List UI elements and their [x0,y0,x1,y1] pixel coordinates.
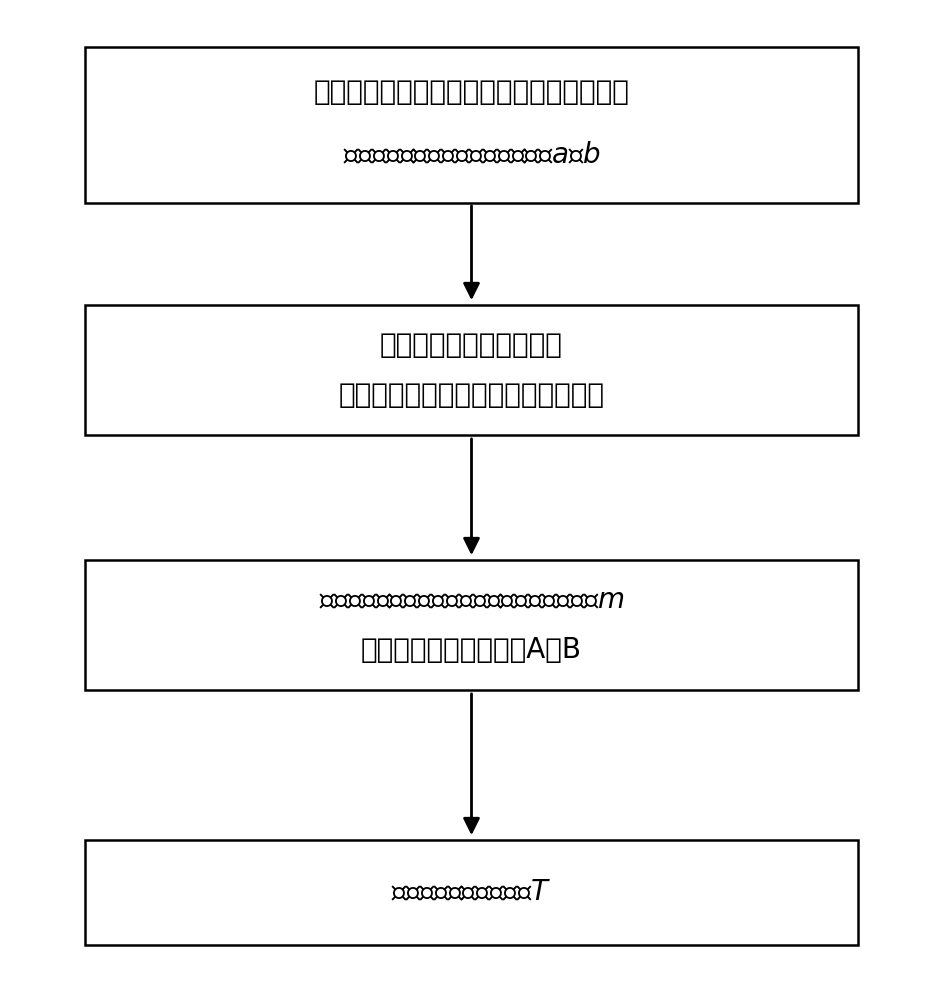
Bar [85,560,858,690]
Text: 计算变压器的绕组温度$T$: 计算变压器的绕组温度$T$ [391,878,552,906]
Bar [85,840,858,944]
Text: 用一次方程拟合得到线性比例系数$a$和$b$: 用一次方程拟合得到线性比例系数$a$和$b$ [342,141,601,169]
Text: 以及绕组温度计算常数A和B: 以及绕组温度计算常数A和B [361,636,582,664]
Text: 采集变压器每一个档位下对应的额定电流，: 采集变压器每一个档位下对应的额定电流， [314,78,629,106]
Bar [85,305,858,435]
Text: 根据变压器的冷却方式确定变压器的冷却系数$m$: 根据变压器的冷却方式确定变压器的冷却系数$m$ [319,586,624,614]
Text: 采集变压器的顶层油温、: 采集变压器的顶层油温、 [380,331,563,359]
Text: 高压侧负荷电流以及当前运行的档位: 高压侧负荷电流以及当前运行的档位 [339,381,604,409]
Bar [85,47,858,202]
